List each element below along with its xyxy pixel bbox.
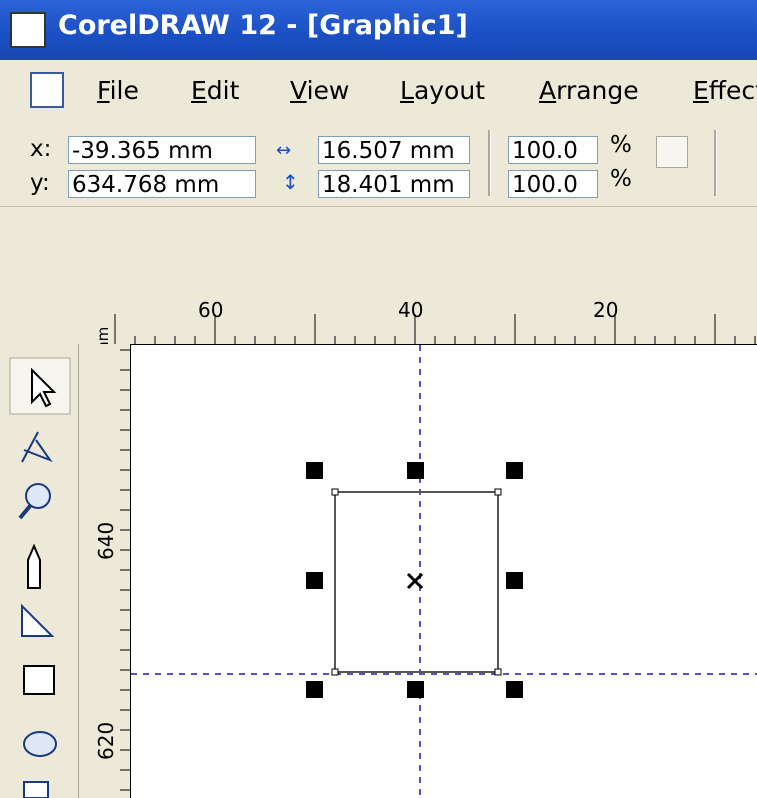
- lock-button[interactable]: [656, 136, 688, 168]
- ruler-label: 60: [198, 298, 224, 322]
- selection-handles: [306, 462, 523, 698]
- menu-item[interactable]: Arrange: [539, 76, 639, 105]
- property-bar: x: -39.365 mm y: 634.768 mm ↔ 16.507 mm …: [0, 122, 757, 207]
- ruler-label: 640: [94, 521, 118, 560]
- ruler-ticks: [120, 349, 130, 791]
- menu-item[interactable]: File: [97, 76, 139, 105]
- zoom-tool[interactable]: [25, 483, 51, 509]
- ruler-label: 40: [398, 298, 424, 322]
- drawing-canvas[interactable]: [131, 345, 757, 798]
- ellipse-tool[interactable]: [23, 731, 57, 757]
- height-field[interactable]: 18.401 mm: [318, 170, 470, 198]
- tool-icons: [9, 357, 71, 798]
- menu-bar: File Edit View Layout Arrange Effects: [0, 60, 757, 123]
- toolbox: [0, 344, 79, 798]
- ruler-vertical: 640 620: [80, 344, 131, 798]
- separator: [714, 130, 717, 196]
- menu-item[interactable]: View: [290, 76, 350, 105]
- ruler-label: 20: [593, 298, 619, 322]
- ruler-ticks: [114, 314, 756, 344]
- y-field[interactable]: 634.768 mm: [68, 170, 256, 198]
- scale-x-field[interactable]: 100.0: [508, 136, 598, 164]
- width-icon: ↔: [276, 140, 292, 161]
- x-label: x:: [30, 136, 52, 162]
- center-marker: [406, 572, 424, 590]
- doc-icon: [30, 72, 64, 108]
- menu-item[interactable]: Edit: [191, 76, 240, 105]
- title-bar: CorelDRAW 12 - [Graphic1]: [0, 0, 757, 60]
- menu-item[interactable]: Layout: [400, 76, 485, 105]
- height-icon: ↕: [282, 170, 299, 194]
- ruler-horizontal: 60 40 20: [80, 292, 757, 345]
- rectangle-tool[interactable]: [23, 665, 55, 695]
- graph-paper-tool[interactable]: [23, 781, 49, 798]
- corner-nodes: [331, 488, 502, 676]
- window-title: CorelDRAW 12 - [Graphic1]: [58, 10, 468, 41]
- zoom-handle: [18, 504, 32, 520]
- app-icon: [10, 12, 46, 48]
- x-field[interactable]: -39.365 mm: [68, 136, 256, 164]
- y-label: y:: [30, 170, 50, 196]
- ruler-label: 620: [94, 721, 118, 760]
- shape-tool[interactable]: [21, 431, 53, 463]
- percent-label: %: [610, 132, 632, 158]
- pick-icon: [31, 367, 57, 408]
- menu-item[interactable]: Effects: [693, 76, 757, 105]
- selected-rectangle[interactable]: [334, 491, 499, 673]
- width-field[interactable]: 16.507 mm: [318, 136, 470, 164]
- percent-label: %: [610, 166, 632, 192]
- scale-y-field[interactable]: 100.0: [508, 170, 598, 198]
- smart-tool[interactable]: [21, 603, 55, 637]
- separator: [488, 130, 491, 196]
- pen-tool[interactable]: [27, 543, 41, 589]
